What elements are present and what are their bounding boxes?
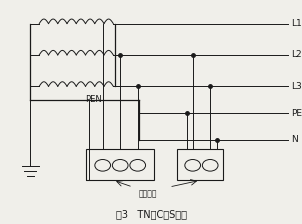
Text: 图3   TN－C－S系统: 图3 TN－C－S系统 [115,209,187,219]
Text: PE: PE [291,109,302,118]
Text: N: N [291,136,298,144]
Bar [86,149,154,180]
Text: L2: L2 [291,50,302,59]
Text: PEN: PEN [85,95,102,104]
Bar [177,149,223,180]
Text: L1: L1 [291,19,302,28]
Text: L3: L3 [291,82,302,91]
Text: 金属外壳: 金属外壳 [139,189,157,198]
